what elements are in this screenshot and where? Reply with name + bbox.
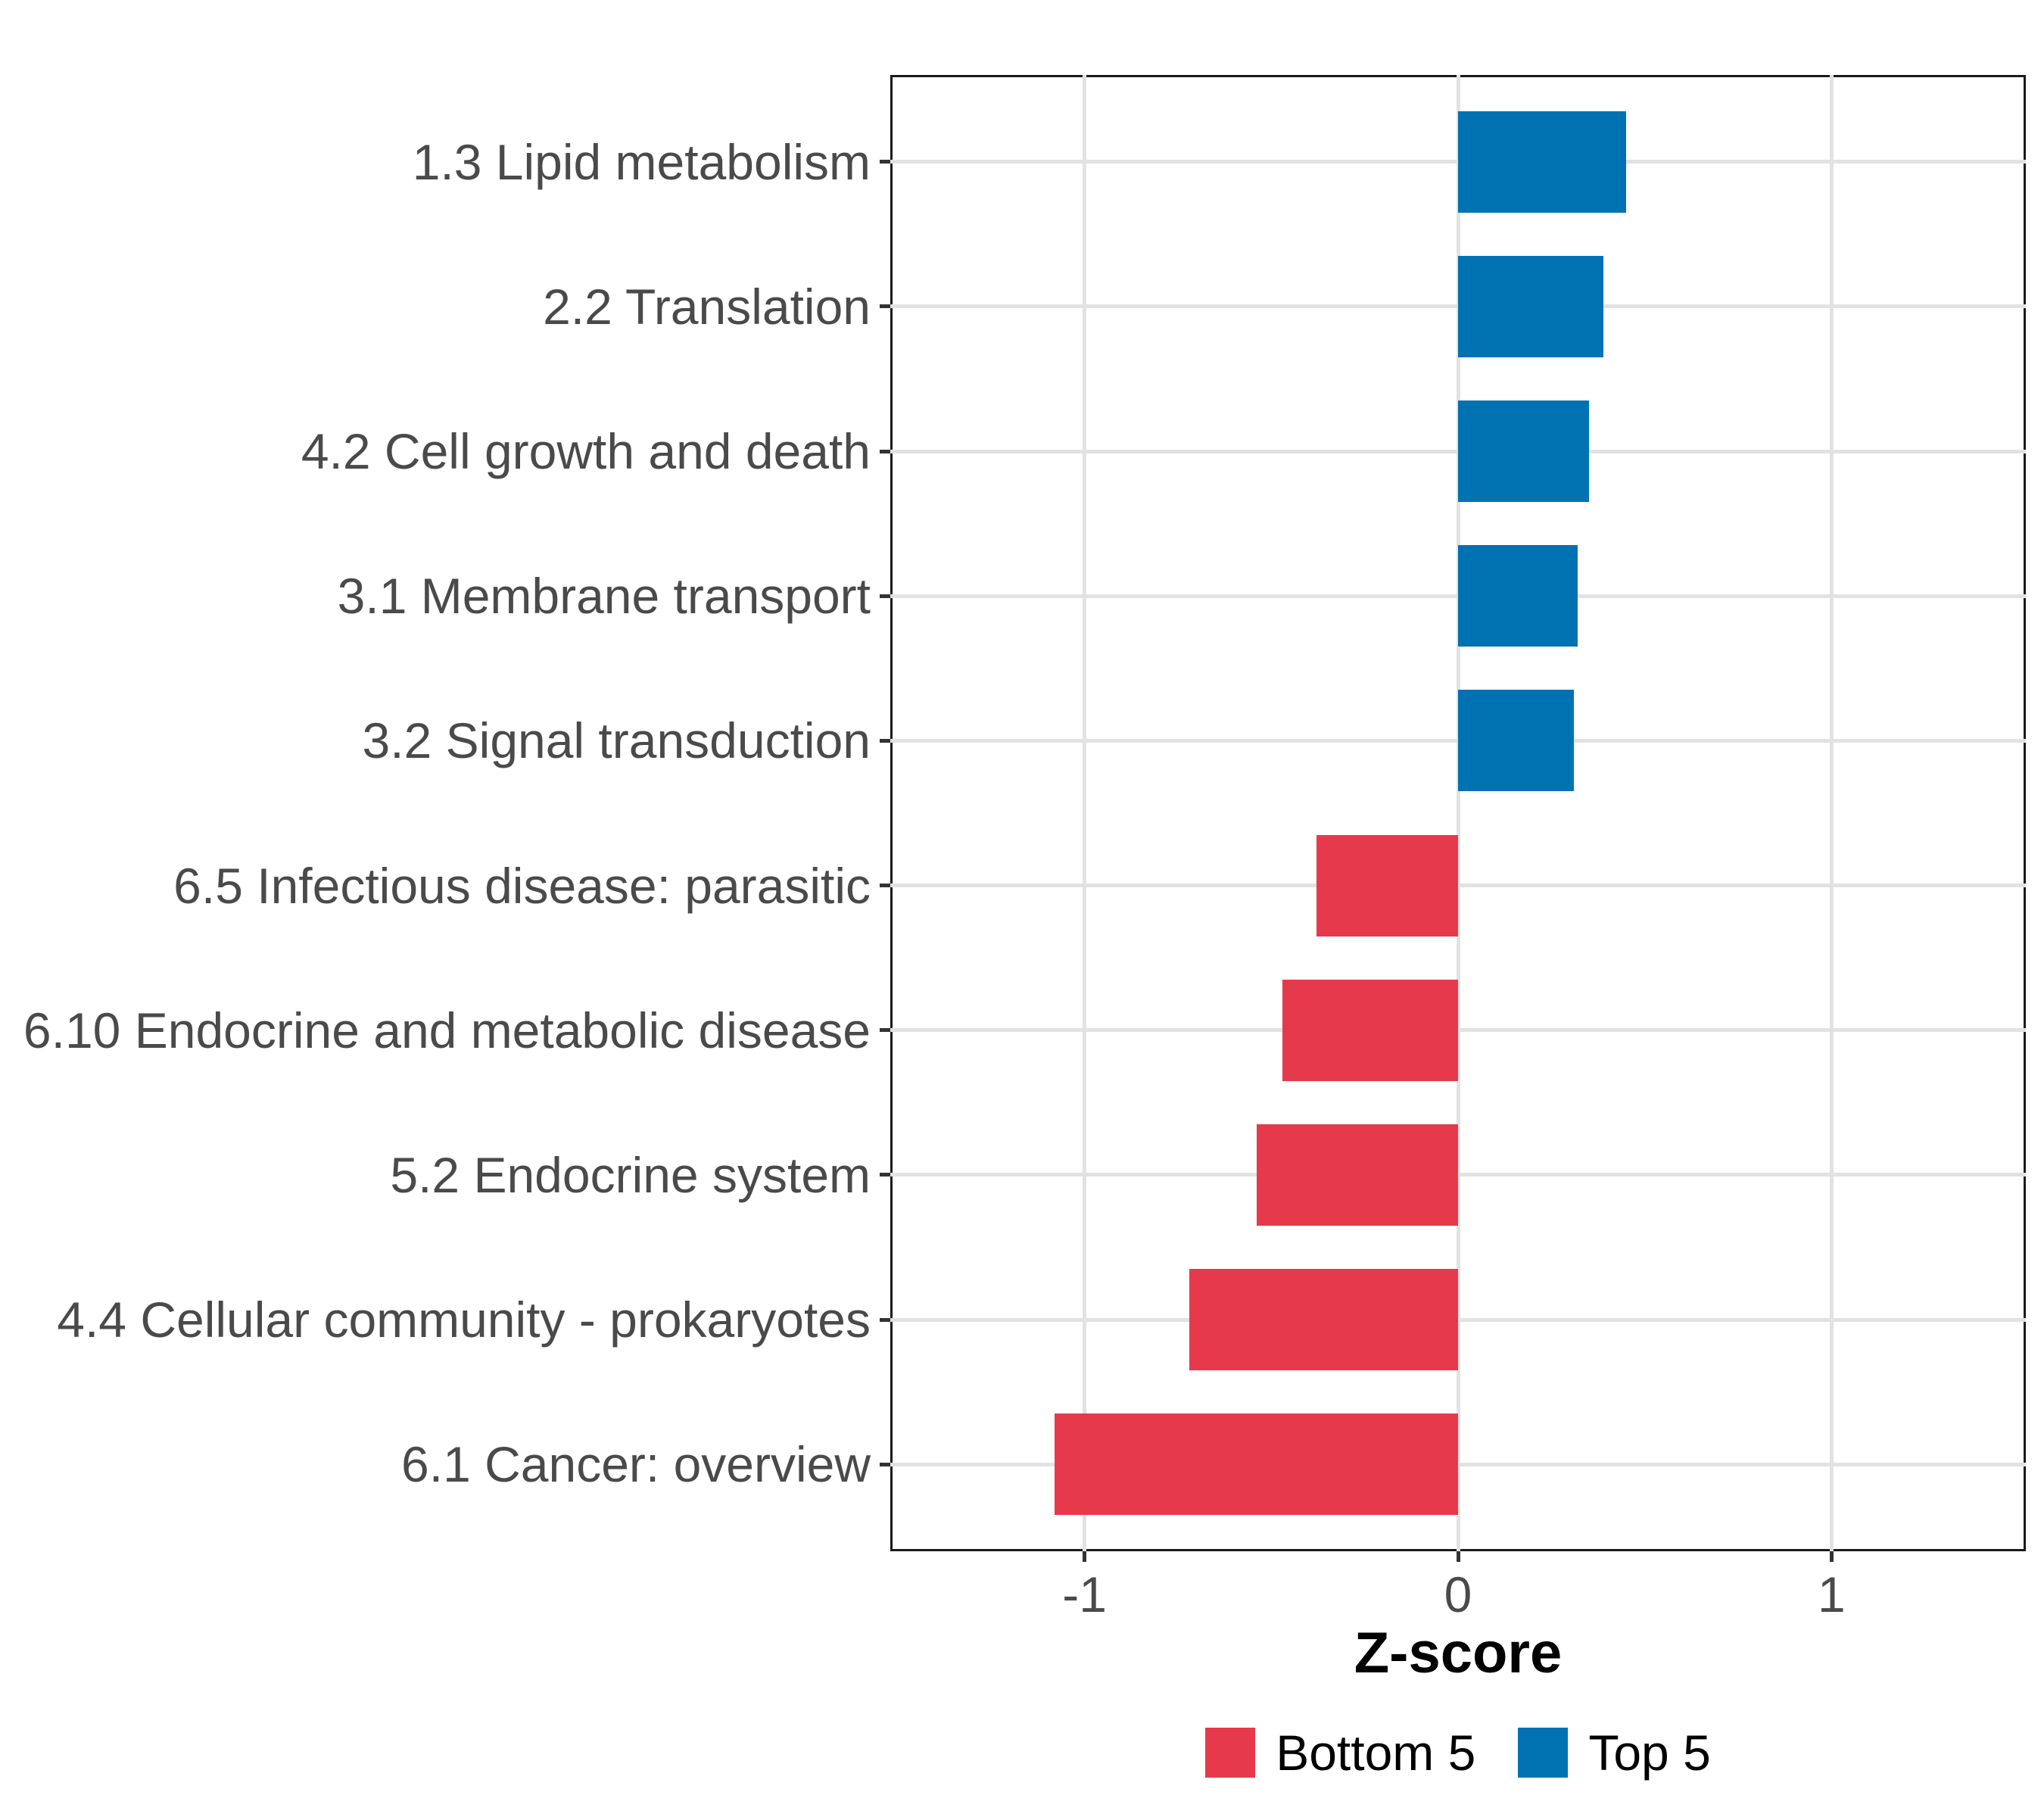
legend-label: Bottom 5 [1276, 1725, 1476, 1781]
y-axis-label: 4.2 Cell growth and death [301, 423, 871, 480]
bar [1316, 834, 1458, 937]
x-tick [1829, 1551, 1834, 1562]
legend-swatch-top-5 [1518, 1728, 1569, 1778]
gridline-horizontal [890, 1317, 2026, 1322]
bar [1055, 1413, 1458, 1516]
x-tick-label: -1 [1062, 1566, 1107, 1622]
y-tick [880, 1317, 890, 1322]
y-axis-label: 3.2 Signal transduction [362, 712, 871, 769]
y-tick [880, 1028, 890, 1033]
y-tick [880, 304, 890, 309]
gridline-vertical [1083, 75, 1087, 1551]
y-tick [880, 594, 890, 598]
y-axis-label: 2.2 Translation [543, 278, 871, 335]
y-axis-label: 6.10 Endocrine and metabolic disease [23, 1002, 871, 1058]
y-axis-label: 6.1 Cancer: overview [401, 1436, 871, 1493]
y-axis-label: 1.3 Lipid metabolism [412, 133, 871, 190]
bar [1458, 545, 1578, 647]
gridline-horizontal [890, 1028, 2026, 1033]
bar [1189, 1269, 1458, 1371]
gridline-vertical [1829, 75, 1834, 1551]
y-tick [880, 160, 890, 164]
x-axis-title: Z-score [1354, 1621, 1563, 1685]
bar [1458, 690, 1574, 792]
bar [1458, 111, 1627, 213]
x-tick-label: 0 [1444, 1566, 1472, 1622]
legend-label: Top 5 [1588, 1725, 1711, 1781]
legend-swatch-bottom-5 [1205, 1728, 1256, 1778]
legend: Bottom 5 Top 5 [890, 1728, 2026, 1778]
y-axis-label: 4.4 Cellular community - prokaryotes [57, 1292, 871, 1348]
y-tick [880, 738, 890, 743]
x-tick-label: 1 [1818, 1566, 1846, 1622]
gridline-vertical [1456, 75, 1460, 1551]
gridline-horizontal [890, 1462, 2026, 1466]
y-tick [880, 884, 890, 888]
gridline-horizontal [890, 884, 2026, 888]
y-tick [880, 449, 890, 453]
bar [1282, 979, 1458, 1081]
x-tick [1456, 1551, 1460, 1562]
bar [1458, 400, 1589, 503]
bar [1256, 1124, 1458, 1226]
gridline-horizontal [890, 1173, 2026, 1177]
y-axis-label: 6.5 Infectious disease: parasitic [173, 857, 871, 914]
bar [1458, 255, 1604, 357]
y-tick [880, 1173, 890, 1177]
y-axis-label: 3.1 Membrane transport [337, 568, 871, 625]
y-tick [880, 1462, 890, 1466]
y-axis-label: 5.2 Endocrine system [390, 1146, 871, 1203]
x-tick [1083, 1551, 1087, 1562]
